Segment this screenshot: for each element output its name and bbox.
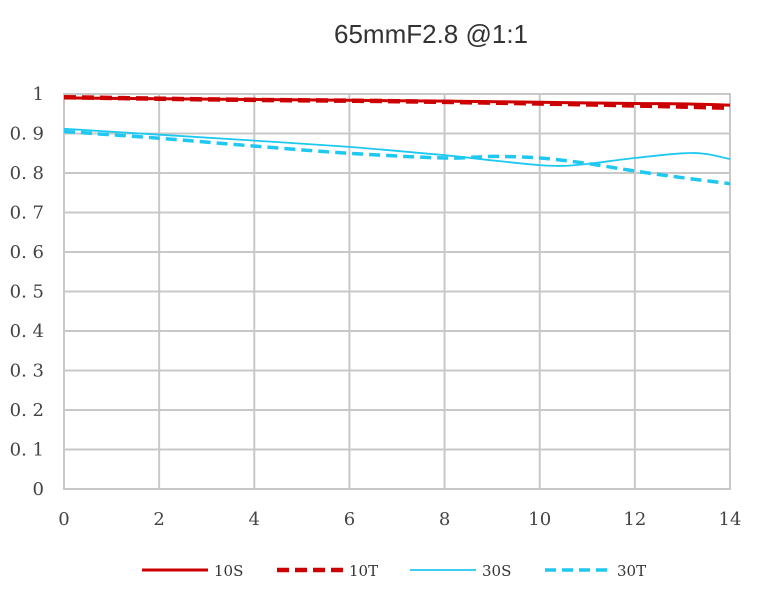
series-line-10t — [63, 94, 731, 111]
legend-label-30t: 30T — [617, 562, 646, 580]
plot-area-border — [63, 93, 731, 490]
grid-layer — [63, 93, 731, 490]
legend-label-10s: 10S — [214, 562, 243, 580]
y-tick-label: 0. 1 — [10, 440, 44, 461]
y-tick-label: 1 — [33, 84, 44, 105]
axis-layer: 00. 10. 20. 30. 40. 50. 60. 70. 80. 910 2… — [10, 84, 742, 530]
x-tick-label: 14 — [719, 509, 742, 530]
y-tick-label: 0. 7 — [10, 203, 44, 224]
series-line-30s — [63, 127, 731, 167]
x-tick-label: 0 — [58, 509, 69, 530]
y-tick-label: 0. 5 — [10, 282, 44, 303]
y-tick-label: 0. 6 — [10, 242, 44, 263]
y-tick-label: 0. 9 — [10, 124, 44, 145]
x-tick-label: 2 — [153, 509, 164, 530]
x-tick-label: 4 — [249, 509, 260, 530]
x-tick-label: 6 — [344, 509, 355, 530]
y-tick-label: 0. 4 — [10, 321, 44, 342]
legend-label-30s: 30S — [482, 562, 511, 580]
series-line-30t — [63, 129, 731, 186]
x-tick-label: 8 — [439, 509, 450, 530]
x-tick-label: 12 — [623, 509, 646, 530]
y-tick-label: 0 — [33, 479, 44, 500]
legend: 10S 10T 30S 30T — [142, 562, 646, 580]
y-tick-label: 0. 3 — [10, 361, 44, 382]
series-layer — [63, 94, 731, 186]
y-tick-label: 0. 8 — [10, 163, 44, 184]
chart-title: 65mmF2.8 @1:1 — [334, 19, 528, 49]
y-tick-label: 0. 2 — [10, 400, 44, 421]
x-tick-label: 10 — [528, 509, 551, 530]
legend-label-10t: 10T — [349, 562, 378, 580]
